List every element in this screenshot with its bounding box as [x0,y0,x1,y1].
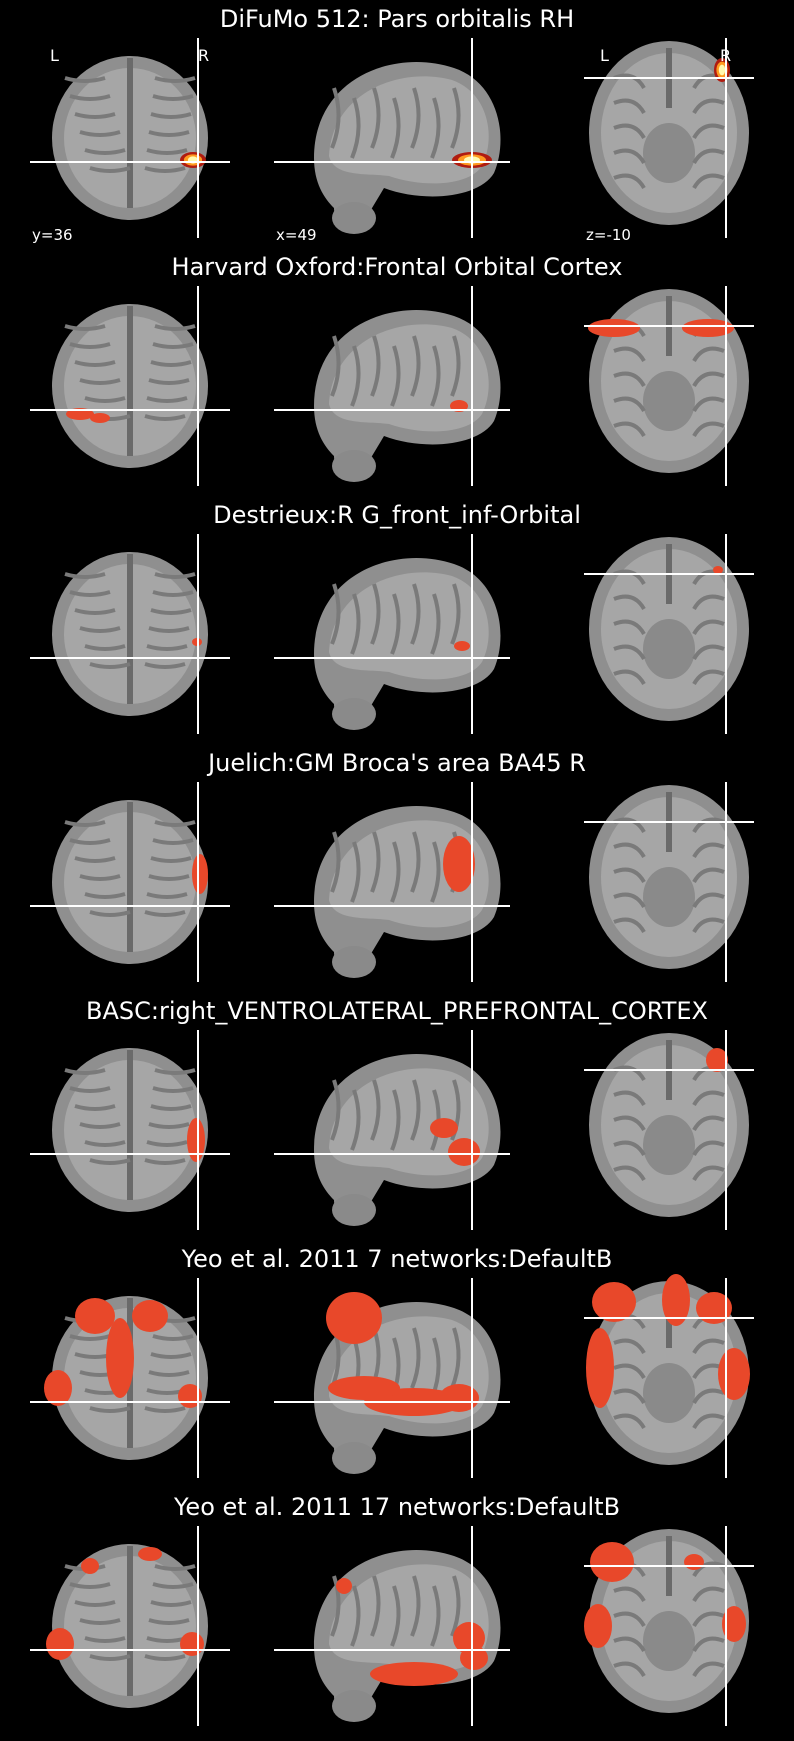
axial-slice-panel [584,1030,754,1230]
atlas-region-overlay [44,1370,72,1406]
atlas-region-overlay [586,1328,614,1408]
atlas-region-overlay [336,1578,352,1594]
row-title: Destrieux:R G_front_inf-Orbital [213,501,581,529]
sagittal-slice-panel [274,1278,510,1478]
sagittal-slice-panel [274,1526,510,1726]
atlas-region-overlay [592,1282,636,1322]
axial-coordinate-label: z=-10 [586,226,631,244]
axial-slice-panel [584,1526,754,1726]
atlas-region-overlay [584,1604,612,1648]
atlas-row: Destrieux:R G_front_inf-Orbital [0,496,794,744]
row-title: Yeo et al. 2011 17 networks:DefaultB [173,1493,621,1521]
atlas-region-overlay [370,1662,458,1686]
atlas-region-overlay [180,1632,204,1656]
sagittal-slice-panel [274,534,510,734]
brain-slice [314,558,501,730]
brain-slice [52,552,208,716]
coronal-slice-panel [30,534,230,734]
row-title: DiFuMo 512: Pars orbitalis RH [219,5,575,33]
atlas-region-overlay [588,319,640,337]
coronal-slice-panel [30,286,230,486]
brain-slice [52,1048,208,1212]
brain-slice [589,1529,749,1713]
coronal-slice-panel [30,1526,230,1726]
brain-slice [589,537,749,721]
sagittal-slice-panel [274,782,510,982]
atlas-region-overlay [713,566,723,574]
atlas-row: Yeo et al. 2011 7 networks:DefaultB [0,1240,794,1488]
right-orientation-label: R [720,46,732,65]
atlas-region-overlay [75,1298,115,1334]
atlas-region-overlay [454,641,470,651]
atlas-row: Yeo et al. 2011 17 networks:DefaultB [0,1488,794,1736]
brain-slice [589,785,749,969]
brain-slice [314,62,501,234]
atlas-region-overlay [706,1048,728,1072]
brain-slice [589,41,749,225]
row-title: Yeo et al. 2011 7 networks:DefaultB [181,1245,613,1273]
atlas-region-overlay [662,1274,690,1326]
atlas-region-overlay [106,1318,134,1398]
axial-slice-panel [584,782,754,982]
atlas-region-overlay [460,1646,488,1670]
axial-slice-panel [584,534,754,734]
atlas-region-overlay [46,1628,74,1660]
sagittal-slice-panel [274,1030,510,1230]
row-title: Harvard Oxford:Frontal Orbital Cortex [171,253,623,281]
brain-slice [52,1544,208,1708]
brain-slice [52,304,208,468]
atlas-region-overlay [453,1622,485,1654]
brain-slice [589,1033,749,1217]
left-orientation-label: L [600,46,609,65]
atlas-region-overlay [132,1300,168,1332]
atlas-region-overlay [443,836,475,892]
coronal-slice-panel [30,1030,230,1230]
sagittal-slice-panel [274,286,510,486]
brain-slice [589,1281,749,1465]
atlas-row: BASC:right_VENTROLATERAL_PREFRONTAL_CORT… [0,992,794,1240]
atlas-region-overlay [684,1554,704,1570]
row-title: BASC:right_VENTROLATERAL_PREFRONTAL_CORT… [86,997,708,1025]
atlas-region-overlay [722,1606,746,1642]
atlas-region-overlay [138,1547,162,1561]
brain-slice [314,310,501,482]
axial-slice-panel [584,286,754,486]
atlas-row: Juelich:GM Broca's area BA45 R [0,744,794,992]
coronal-slice-panel [30,782,230,982]
axial-slice-panel: z=-10 L R [584,38,754,244]
atlas-region-overlay [682,319,734,337]
atlas-region-overlay [328,1376,400,1400]
coronal-slice-panel: y=36 L R [30,38,230,244]
brain-slice [52,800,208,964]
atlas-region-overlay [718,1348,750,1400]
coronal-slice-panel [30,1278,230,1478]
atlas-region-overlay [81,1558,99,1574]
atlas-region-overlay [696,1292,732,1324]
sagittal-slice-panel: x=49 [274,38,510,244]
axial-slice-panel [584,1274,754,1478]
atlas-region-overlay [430,1118,458,1138]
brain-slice [52,56,208,220]
atlas-region-overlay [90,413,110,423]
brain-slice [314,1054,501,1226]
atlas-region-overlay [590,1542,634,1582]
atlas-region-overlay [326,1292,382,1344]
right-orientation-label: R [198,46,210,65]
coronal-coordinate-label: y=36 [32,226,73,244]
atlas-region-overlay [187,1118,205,1162]
atlas-row: Harvard Oxford:Frontal Orbital Cortex [0,248,794,496]
left-orientation-label: L [50,46,59,65]
atlas-region-overlay [192,854,208,894]
sagittal-coordinate-label: x=49 [276,226,317,244]
atlas-region-overlay [448,1138,480,1166]
atlas-region-overlay [439,1384,479,1412]
row-title: Juelich:GM Broca's area BA45 R [208,749,586,777]
